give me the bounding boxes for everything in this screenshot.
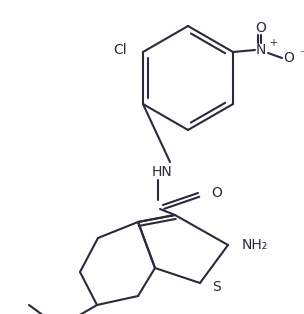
Text: N: N (256, 43, 266, 57)
Text: NH₂: NH₂ (242, 238, 268, 252)
Text: O: O (211, 186, 222, 200)
Text: +: + (269, 38, 277, 48)
Text: O: O (256, 21, 267, 35)
Text: O: O (284, 51, 295, 65)
Text: Cl: Cl (113, 43, 127, 57)
Text: S: S (212, 280, 221, 294)
Text: HN: HN (152, 165, 172, 179)
Text: ⁻: ⁻ (299, 48, 304, 62)
